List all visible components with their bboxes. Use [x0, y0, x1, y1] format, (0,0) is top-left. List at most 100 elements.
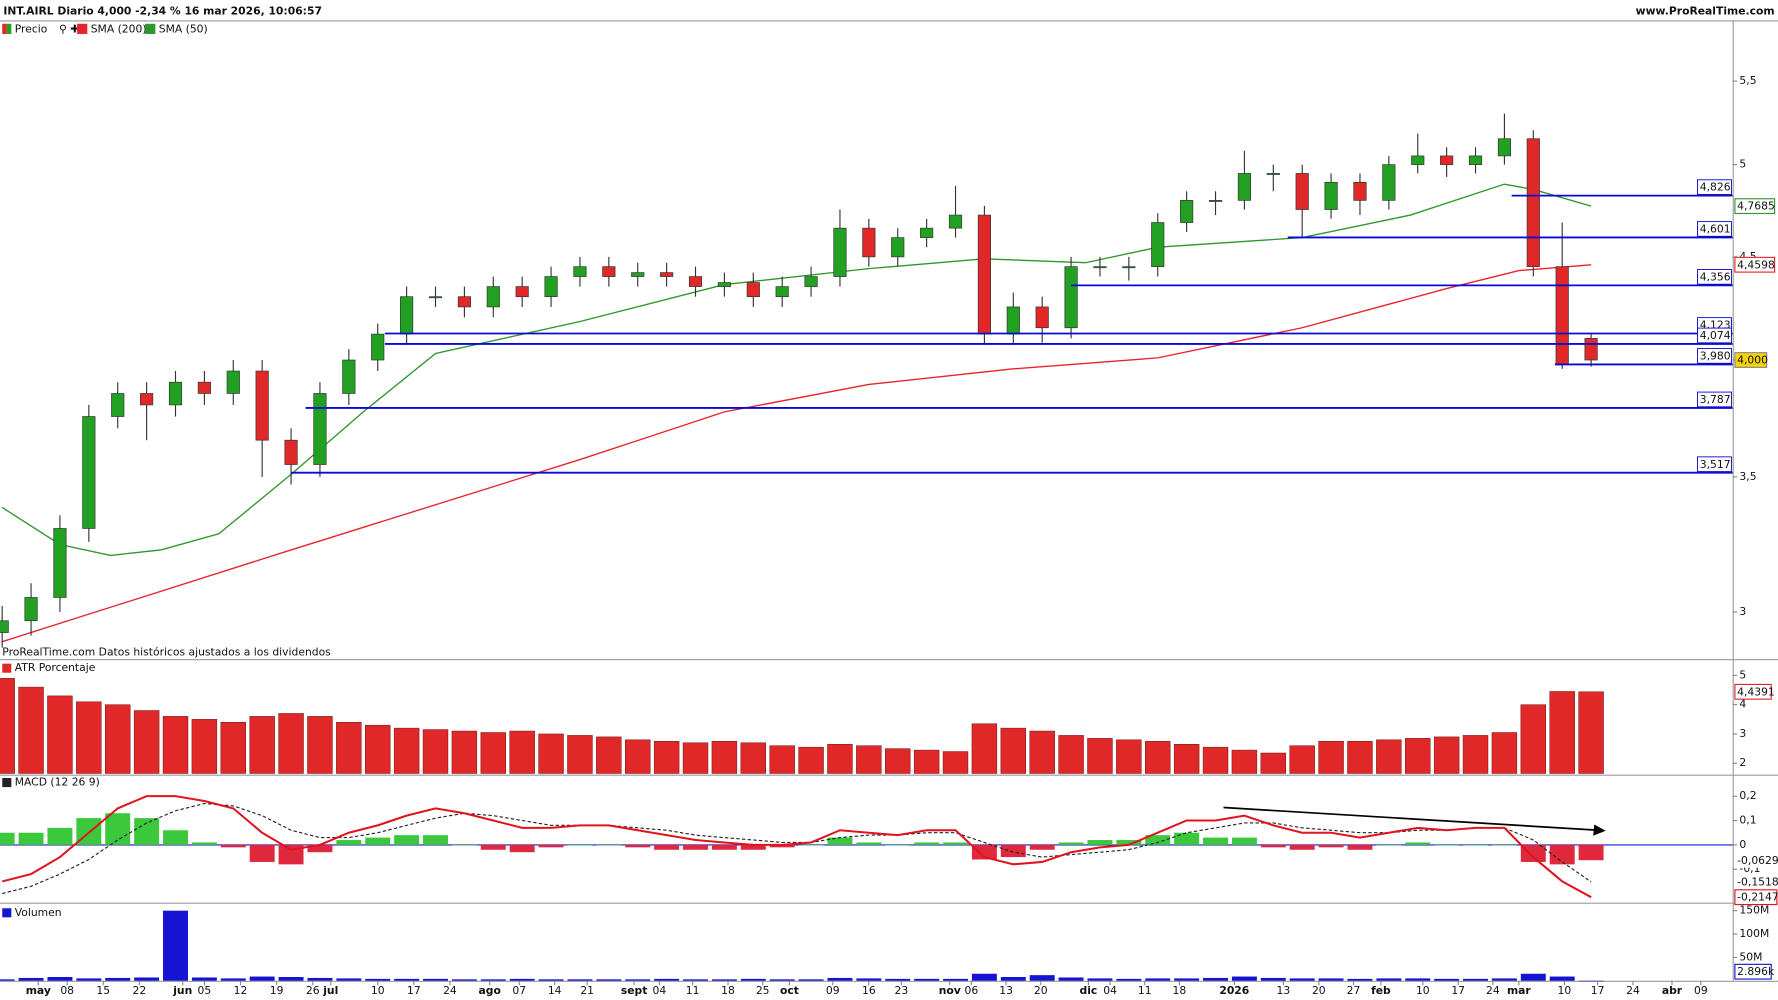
candle-body: [1064, 266, 1078, 329]
value-tag-box: [1734, 352, 1768, 368]
histogram-bar: [1376, 844, 1402, 846]
bar: [394, 978, 420, 981]
candle-body: [313, 393, 327, 465]
histogram-bar: [711, 844, 737, 850]
histogram-bar: [105, 813, 131, 845]
histogram-bar: [567, 844, 593, 846]
candle-body: [1584, 338, 1598, 361]
histogram-bar: [769, 844, 795, 848]
histogram-bar: [480, 844, 506, 850]
x-tick-label: 24: [443, 984, 457, 997]
candle-body: [284, 439, 298, 465]
candle-body: [486, 286, 500, 308]
y-tick-label: 5: [1739, 158, 1746, 171]
candle-body: [1382, 164, 1396, 201]
legend-tools[interactable]: ⚲ ✚: [59, 22, 79, 35]
bar: [365, 724, 391, 774]
panel-title: MACD (12 26 9): [15, 776, 100, 789]
histogram-bar: [451, 844, 477, 846]
candle-body: [775, 286, 789, 298]
histogram-bar: [1578, 844, 1604, 861]
bar: [480, 732, 506, 774]
x-tick-label: 21: [580, 984, 594, 997]
bar: [885, 748, 911, 774]
bar: [133, 710, 160, 774]
y-tick-label: 0,2: [1739, 789, 1756, 802]
bar: [422, 729, 449, 774]
bar: [653, 741, 680, 774]
bar: [18, 686, 44, 774]
candle-body: [948, 214, 963, 229]
histogram-bar: [249, 844, 275, 862]
note: ProRealTime.com Datos históricos ajustad…: [2, 645, 331, 658]
signal-line: [2, 802, 1592, 895]
bar: [509, 730, 535, 774]
bar: [625, 739, 651, 774]
bar: [278, 713, 304, 774]
level-label: 3,787: [1700, 393, 1731, 406]
value-tag: -0,0629: [1737, 854, 1778, 867]
x-tick-label: 06: [965, 984, 979, 997]
histogram-bar: [1000, 844, 1026, 858]
candle-body: [1353, 181, 1367, 201]
bar: [856, 978, 882, 981]
bar: [798, 746, 824, 774]
bar: [1463, 978, 1489, 981]
histogram-bar: [856, 842, 882, 845]
bar: [567, 735, 593, 774]
x-tick-label: ago: [478, 984, 500, 997]
panel-icon: [2, 663, 12, 673]
bar: [1491, 978, 1517, 981]
x-tick-label: feb: [1371, 984, 1391, 997]
y-tick-label: 3: [1739, 727, 1746, 740]
bar: [249, 976, 275, 981]
bar: [567, 979, 593, 981]
x-tick-label: 20: [1312, 984, 1326, 997]
bar: [683, 979, 708, 981]
histogram-bar: [220, 844, 246, 848]
x-tick-label: 23: [895, 984, 909, 997]
bar: [220, 978, 246, 981]
bar: [1520, 704, 1547, 774]
y-tick-label: 3,5: [1739, 470, 1756, 483]
legend-label: SMA (50): [159, 22, 208, 35]
candle-body: [82, 416, 96, 529]
bar: [1202, 746, 1229, 774]
legend-icon: [77, 23, 88, 34]
histogram-bar: [18, 832, 44, 845]
arrow-head: [1593, 824, 1606, 836]
bar: [1376, 978, 1402, 981]
level-label: 3,517: [1700, 458, 1731, 471]
x-tick-label: 07: [512, 984, 526, 997]
x-tick-label: 18: [721, 984, 735, 997]
bar: [1000, 727, 1026, 774]
x-tick-label: 05: [198, 984, 212, 997]
candle-body: [428, 296, 443, 299]
x-tick-label: 09: [1694, 984, 1708, 997]
x-tick-label: 13: [999, 984, 1013, 997]
candle-body: [1526, 138, 1540, 268]
candle-body: [1440, 155, 1454, 165]
histogram-bar: [1463, 844, 1489, 846]
bar: [336, 722, 362, 774]
legend-icon: [6, 23, 12, 34]
level-label: 3,980: [1700, 349, 1731, 362]
bar: [162, 716, 189, 774]
histogram-bar: [191, 842, 217, 845]
bar: [1058, 735, 1084, 774]
x-tick-label: 22: [133, 984, 147, 997]
x-tick-label: 17: [1591, 984, 1605, 997]
candle-body: [168, 381, 183, 406]
histogram-bar: [1231, 837, 1257, 845]
panel-title: ATR Porcentaje: [15, 661, 96, 674]
bar: [451, 979, 477, 981]
histogram-bar: [740, 844, 766, 850]
bar: [1029, 975, 1055, 981]
histogram-bar: [971, 844, 997, 860]
bar: [1549, 691, 1575, 774]
x-tick-label: 16: [862, 984, 876, 997]
histogram-bar: [943, 842, 968, 845]
bar: [1058, 977, 1084, 981]
bar: [1376, 739, 1402, 774]
